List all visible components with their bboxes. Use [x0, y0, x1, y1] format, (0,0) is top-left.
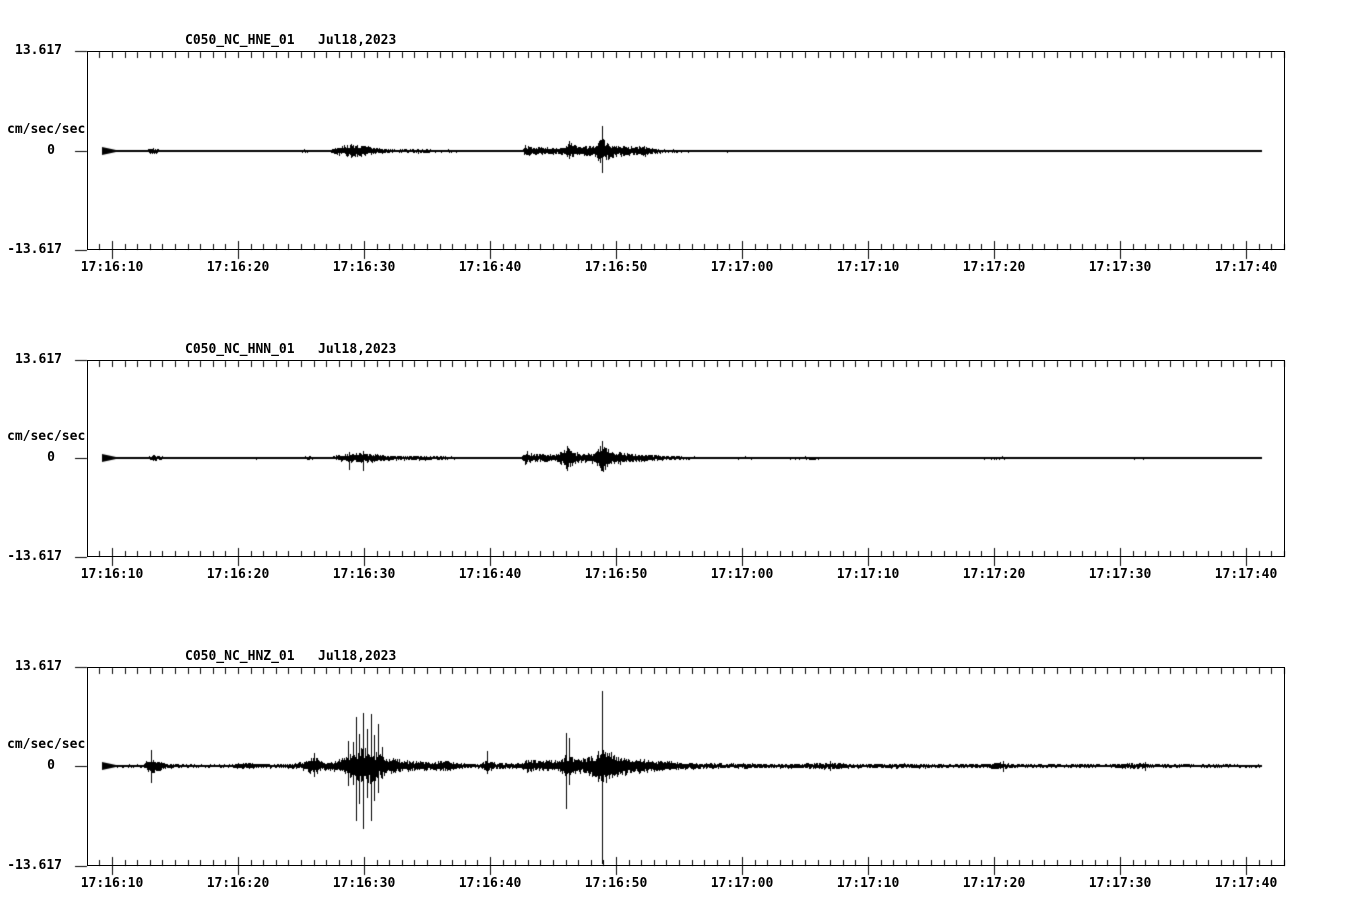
x-tick-label: 17:17:00 — [710, 260, 774, 275]
x-tick-label: 17:16:40 — [458, 260, 522, 275]
waveform-trace-canvas — [70, 41, 1310, 270]
y-min-label: -13.617 — [7, 549, 62, 564]
x-tick-label: 17:16:10 — [80, 876, 144, 891]
x-tick-label: 17:17:40 — [1214, 876, 1278, 891]
x-tick-label: 17:16:30 — [332, 876, 396, 891]
x-tick-label: 17:16:50 — [584, 567, 648, 582]
x-tick-label: 17:16:30 — [332, 567, 396, 582]
x-tick-label: 17:17:00 — [710, 876, 774, 891]
x-tick-label: 17:16:10 — [80, 567, 144, 582]
x-tick-label: 17:17:10 — [836, 876, 900, 891]
x-tick-label: 17:17:00 — [710, 567, 774, 582]
y-max-label: 13.617 — [15, 43, 62, 58]
x-tick-label: 17:16:20 — [206, 260, 270, 275]
y-zero-label: 0 — [47, 143, 55, 158]
x-tick-label: 17:16:50 — [584, 876, 648, 891]
x-tick-label: 17:17:10 — [836, 260, 900, 275]
x-tick-label: 17:16:40 — [458, 876, 522, 891]
x-tick-label: 17:16:20 — [206, 876, 270, 891]
waveform-trace-canvas — [70, 657, 1310, 886]
y-min-label: -13.617 — [7, 242, 62, 257]
y-axis-unit-label: cm/sec/sec — [7, 429, 86, 444]
y-zero-label: 0 — [47, 450, 55, 465]
y-min-label: -13.617 — [7, 858, 62, 873]
x-tick-label: 17:17:30 — [1088, 567, 1152, 582]
x-tick-label: 17:16:10 — [80, 260, 144, 275]
y-max-label: 13.617 — [15, 659, 62, 674]
x-tick-label: 17:17:10 — [836, 567, 900, 582]
y-axis-unit-label: cm/sec/sec — [7, 737, 86, 752]
x-tick-label: 17:17:20 — [962, 260, 1026, 275]
x-tick-label: 17:17:40 — [1214, 260, 1278, 275]
x-tick-label: 17:17:40 — [1214, 567, 1278, 582]
y-zero-label: 0 — [47, 758, 55, 773]
x-tick-label: 17:16:40 — [458, 567, 522, 582]
x-tick-label: 17:16:30 — [332, 260, 396, 275]
x-tick-label: 17:16:50 — [584, 260, 648, 275]
x-tick-label: 17:17:20 — [962, 567, 1026, 582]
y-max-label: 13.617 — [15, 352, 62, 367]
x-tick-label: 17:17:30 — [1088, 876, 1152, 891]
x-tick-label: 17:16:20 — [206, 567, 270, 582]
x-tick-label: 17:17:30 — [1088, 260, 1152, 275]
y-axis-unit-label: cm/sec/sec — [7, 122, 86, 137]
waveform-trace-canvas — [70, 350, 1310, 577]
x-tick-label: 17:17:20 — [962, 876, 1026, 891]
